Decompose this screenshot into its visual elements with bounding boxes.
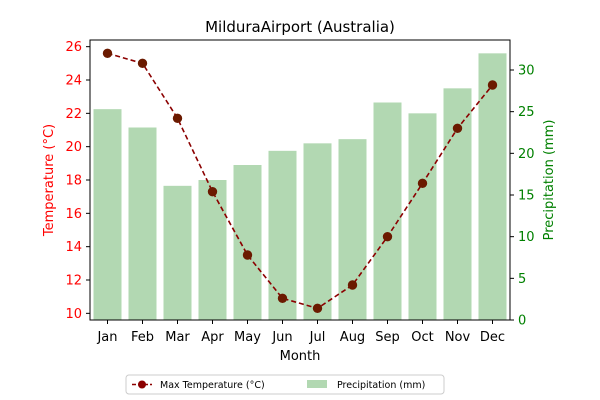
y-axis-right: 0 5 10 15 20 25 30 [510, 64, 535, 329]
x-tick-label: Nov [445, 330, 471, 345]
precip-bar-mar [163, 185, 192, 320]
x-tick-label: Feb [131, 330, 154, 345]
y-left-tick-label: 22 [65, 107, 82, 122]
temp-point-jan [102, 48, 113, 59]
y-right-tick-label: 15 [518, 189, 535, 204]
temp-point-mar [172, 113, 183, 124]
line-layer [102, 48, 498, 314]
temp-point-apr [207, 186, 218, 197]
y-left-tick-label: 16 [65, 207, 82, 222]
precip-bar-aug [338, 139, 367, 320]
y-left-tick-label: 14 [65, 240, 82, 255]
legend-label-precipitation: Precipitation (mm) [337, 380, 425, 391]
y-left-tick-label: 20 [65, 140, 82, 155]
legend-label-temperature: Max Temperature (°C) [160, 380, 265, 391]
precip-bar-may [233, 165, 262, 320]
precip-bar-dec [478, 53, 507, 320]
y-axis-left-label: Temperature (°C) [42, 124, 57, 237]
precip-bar-oct [408, 113, 437, 320]
precip-bar-jun [268, 150, 297, 320]
x-tick-label: Aug [340, 330, 365, 345]
x-tick-label: Sep [375, 330, 400, 345]
x-tick-label: Jan [96, 330, 117, 345]
y-left-tick-label: 26 [65, 40, 82, 55]
y-right-tick-label: 20 [518, 147, 535, 162]
x-tick-label: Jun [271, 330, 292, 345]
x-tick-label: Jul [309, 330, 326, 345]
y-left-tick-label: 12 [65, 274, 82, 289]
y-axis-left: 10 12 14 16 18 20 22 24 26 [65, 40, 90, 322]
chart-title: MilduraAirport (Australia) [205, 18, 395, 36]
x-axis: Jan Feb Mar Apr May Jun Jul Aug Sep Oct Nov Dec [96, 320, 505, 345]
temp-point-dec [487, 80, 498, 90]
bars-layer [93, 53, 507, 321]
y-right-tick-label: 30 [518, 64, 535, 79]
y-axis-right-label: Precipitation (mm) [542, 120, 557, 241]
temp-point-feb [137, 58, 148, 69]
legend-frame [125, 374, 445, 395]
temperature-line [107, 52, 494, 310]
precip-bar-sep [373, 102, 402, 320]
temp-point-aug [347, 280, 358, 290]
x-tick-label: Apr [201, 330, 224, 345]
temp-point-nov [452, 123, 463, 134]
legend: Max Temperature (°C) Precipitation (mm) [125, 374, 445, 395]
x-tick-label: Oct [411, 330, 433, 345]
precip-bar-feb [128, 127, 157, 320]
legend-bar-swatch [307, 380, 327, 388]
precip-bar-apr [198, 180, 227, 320]
temp-point-sep [382, 231, 393, 242]
y-left-tick-label: 24 [65, 74, 82, 89]
y-right-tick-label: 10 [518, 230, 535, 245]
x-tick-label: Mar [165, 330, 190, 345]
x-tick-label: Dec [480, 330, 505, 345]
y-right-tick-label: 5 [518, 272, 526, 287]
x-axis-label: Month [280, 349, 321, 364]
temp-point-jun [277, 293, 288, 304]
legend-line-marker [138, 380, 146, 389]
temp-point-jul [312, 303, 323, 314]
temp-point-oct [417, 178, 428, 189]
y-right-tick-label: 25 [518, 105, 535, 120]
y-left-tick-label: 18 [65, 174, 82, 189]
y-left-tick-label: 10 [65, 307, 82, 322]
precip-bar-jan [93, 109, 122, 321]
temp-point-may [242, 250, 253, 260]
precip-bar-nov [443, 88, 472, 320]
x-tick-label: May [234, 330, 261, 345]
y-right-tick-label: 0 [518, 314, 526, 329]
precip-bar-jul [303, 143, 332, 320]
